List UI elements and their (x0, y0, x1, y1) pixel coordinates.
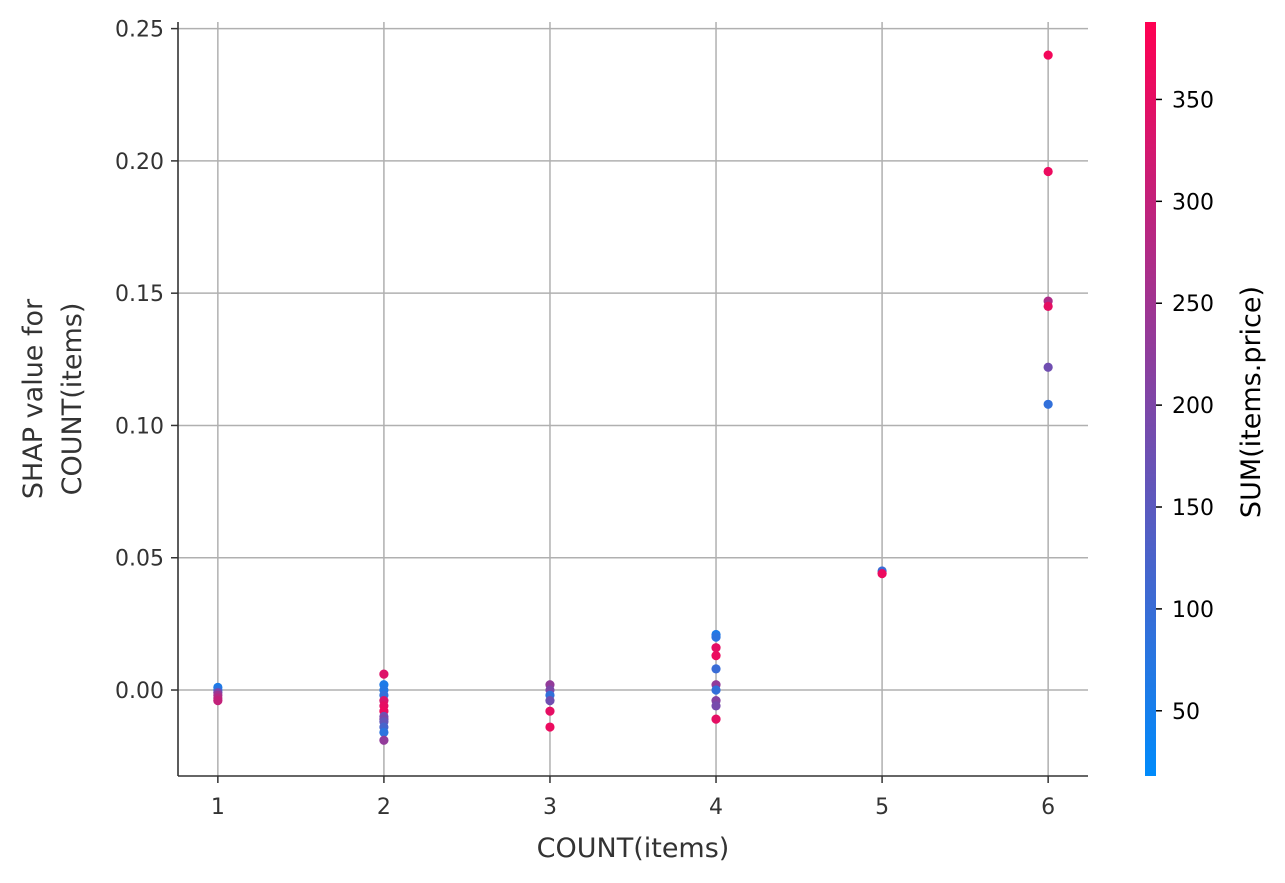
x-tick-label: 4 (709, 795, 723, 820)
scatter-point (379, 727, 389, 737)
scatter-point (545, 706, 555, 716)
y-tick-label: 0.20 (115, 150, 164, 175)
y-tick-label: 0.10 (115, 414, 164, 439)
x-tick-label: 6 (1041, 795, 1055, 820)
x-tick-label: 5 (875, 795, 889, 820)
scatter-point (711, 664, 721, 674)
axis-labels: COUNT(items) SHAP value for COUNT(items) (18, 298, 729, 864)
axes: 1 2 3 4 5 6 0.00 0.05 0.10 0.15 0.20 0.25 (115, 18, 1088, 820)
colorbar-gradient (1145, 22, 1156, 776)
scatter-point (711, 701, 721, 711)
x-tick-label: 1 (211, 795, 225, 820)
grid (178, 22, 1088, 776)
x-axis-label: COUNT(items) (537, 833, 730, 864)
scatter-point (379, 669, 389, 679)
colorbar-label: SUM(items.price) (1236, 286, 1267, 518)
colorbar-tick-label: 200 (1172, 394, 1214, 419)
colorbar-tick-label: 250 (1172, 292, 1214, 317)
scatter-point (711, 632, 721, 642)
x-tick-label: 3 (543, 795, 557, 820)
scatter-point (1043, 362, 1053, 372)
y-tick-label: 0.25 (115, 18, 164, 43)
colorbar-tick-label: 300 (1172, 190, 1214, 215)
scatter-point (1043, 166, 1053, 177)
scatter-point (213, 696, 223, 706)
y-tick-label: 0.00 (115, 679, 164, 704)
scatter-point (1043, 301, 1053, 312)
scatter-point (379, 735, 389, 745)
scatter-point (711, 685, 721, 695)
x-tick-label: 2 (377, 795, 391, 820)
colorbar-tick-label: 350 (1172, 88, 1214, 113)
colorbar-tick-label: 150 (1172, 496, 1214, 521)
colorbar-tick-label: 50 (1172, 700, 1200, 725)
scatter-point (545, 696, 555, 706)
scatter-point (711, 714, 721, 724)
scatter-point (545, 722, 555, 732)
y-tick-label: 0.05 (115, 547, 164, 572)
scatter-point (1043, 399, 1053, 409)
y-axis-label-line-2: COUNT(items) (57, 303, 88, 496)
y-axis-label-line-1: SHAP value for (18, 298, 49, 499)
scatter-point (877, 569, 887, 579)
scatter-point (711, 651, 721, 661)
y-tick-label: 0.15 (115, 282, 164, 307)
colorbar-ticks: 50 100 150 200 250 300 350 (1156, 88, 1214, 725)
colorbar-tick-label: 100 (1172, 598, 1214, 623)
colorbar: 50 100 150 200 250 300 350 SUM(items.price) (1145, 22, 1267, 776)
scatter-points (213, 50, 1053, 745)
scatter-point (711, 643, 721, 653)
scatter-point (1043, 50, 1053, 60)
